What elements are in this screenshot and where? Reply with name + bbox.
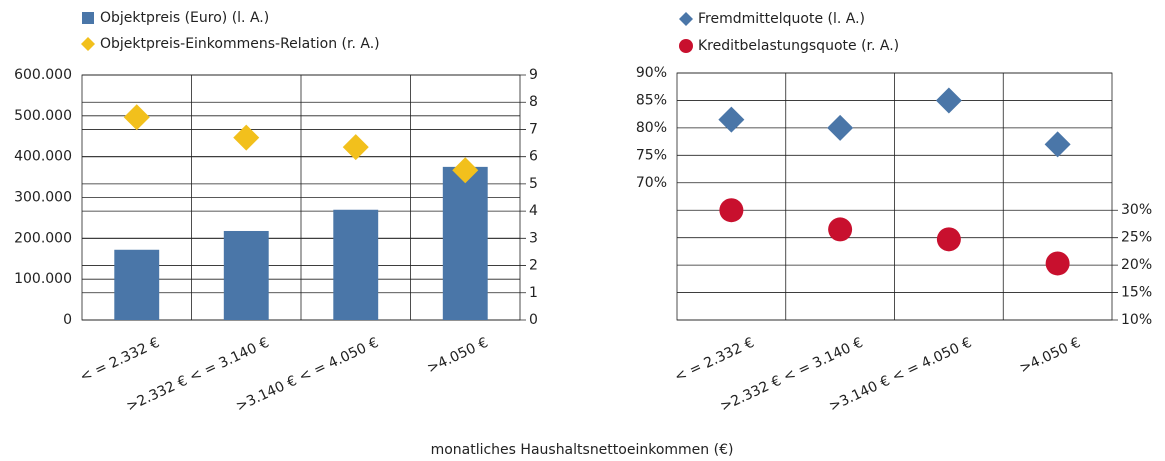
y2-tick-label: 25%	[1121, 230, 1152, 246]
y2-tick-label: 15%	[1121, 285, 1152, 301]
point	[123, 104, 150, 131]
y-tick-label: 80%	[636, 120, 667, 136]
y2-tick-label: 8	[529, 94, 538, 110]
y-tick-label: 90%	[636, 65, 667, 81]
y2-tick-label: 20%	[1121, 257, 1152, 273]
legend-label: Objektpreis (Euro) (l. A.)	[100, 10, 269, 26]
legend-label: Fremdmittelquote (l. A.)	[698, 11, 865, 27]
y2-tick-label: 30%	[1121, 202, 1152, 218]
x-tick-label: >4.050 €	[1017, 335, 1083, 377]
y-tick-label: 600.000	[14, 67, 72, 83]
x-tick-label: >4.050 €	[425, 335, 491, 377]
y-tick-label: 100.000	[14, 271, 72, 287]
bar	[223, 230, 269, 320]
bar	[333, 209, 379, 320]
y2-tick-label: 3	[529, 230, 538, 246]
point	[233, 124, 260, 151]
y2-tick-label: 10%	[1121, 312, 1152, 328]
bar	[442, 166, 488, 320]
y2-tick-label: 9	[529, 67, 538, 83]
y-tick-label: 0	[63, 312, 72, 328]
y-tick-label: 70%	[636, 175, 667, 191]
y2-tick-label: 7	[529, 121, 538, 137]
x-tick-label: < = 2.332 €	[672, 335, 757, 386]
y-tick-label: 75%	[636, 147, 667, 163]
point	[1045, 251, 1070, 276]
y-tick-label: 200.000	[14, 230, 72, 246]
y2-tick-label: 2	[529, 258, 538, 274]
point	[1044, 131, 1071, 158]
point	[718, 106, 745, 133]
point	[828, 217, 853, 242]
legend-swatch	[81, 37, 95, 51]
y-tick-label: 500.000	[14, 108, 72, 124]
point	[342, 134, 369, 161]
legend-swatch	[82, 12, 94, 24]
legend-swatch	[679, 12, 693, 26]
y-tick-label: 85%	[636, 92, 667, 108]
y-tick-label: 400.000	[14, 149, 72, 165]
y2-tick-label: 4	[529, 203, 538, 219]
legend-label: Kreditbelastungsquote (r. A.)	[698, 38, 899, 54]
y2-tick-label: 5	[529, 176, 538, 192]
point	[719, 198, 744, 223]
point	[827, 114, 854, 141]
y-tick-label: 300.000	[14, 190, 72, 206]
y2-tick-label: 1	[529, 285, 538, 301]
y2-tick-label: 6	[529, 149, 538, 165]
legend-label: Objektpreis-Einkommens-Relation (r. A.)	[100, 36, 380, 52]
point	[452, 157, 479, 184]
x-tick-label: < = 2.332 €	[78, 335, 163, 386]
point	[935, 87, 962, 114]
legend-swatch	[679, 39, 693, 53]
x-axis-label: monatliches Haushaltsnettoeinkommen (€)	[431, 442, 734, 458]
point	[936, 227, 961, 252]
y2-tick-label: 0	[529, 312, 538, 328]
bar	[114, 249, 160, 320]
